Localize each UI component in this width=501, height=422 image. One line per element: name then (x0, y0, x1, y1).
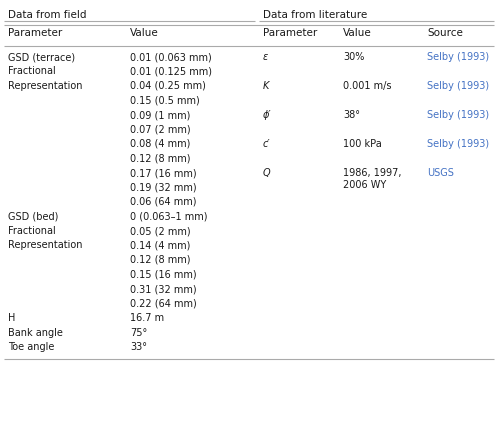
Text: 0.06 (64 mm): 0.06 (64 mm) (130, 197, 196, 207)
Text: Selby (1993): Selby (1993) (426, 110, 488, 120)
Text: 0.09 (1 mm): 0.09 (1 mm) (130, 110, 190, 120)
Text: Selby (1993): Selby (1993) (426, 139, 488, 149)
Text: H: H (8, 313, 16, 323)
Text: 0.08 (4 mm): 0.08 (4 mm) (130, 139, 190, 149)
Text: Parameter: Parameter (8, 28, 62, 38)
Text: Representation: Representation (8, 81, 82, 91)
Text: 0.001 m/s: 0.001 m/s (342, 81, 391, 91)
Text: 0.19 (32 mm): 0.19 (32 mm) (130, 182, 196, 192)
Text: 0.31 (32 mm): 0.31 (32 mm) (130, 284, 196, 294)
Text: Data from literature: Data from literature (263, 10, 367, 20)
Text: ϕ′: ϕ′ (263, 110, 271, 120)
Text: 33°: 33° (130, 342, 147, 352)
Text: 0.01 (0.063 mm): 0.01 (0.063 mm) (130, 52, 211, 62)
Text: Toe angle: Toe angle (8, 342, 54, 352)
Text: Source: Source (426, 28, 462, 38)
Text: 38°: 38° (342, 110, 359, 120)
Text: 0.12 (8 mm): 0.12 (8 mm) (130, 255, 190, 265)
Text: 0.12 (8 mm): 0.12 (8 mm) (130, 154, 190, 163)
Text: USGS: USGS (426, 168, 453, 178)
Text: 0.15 (0.5 mm): 0.15 (0.5 mm) (130, 95, 199, 106)
Text: Value: Value (130, 28, 158, 38)
Text: Selby (1993): Selby (1993) (426, 52, 488, 62)
Text: Value: Value (342, 28, 371, 38)
Text: Q: Q (263, 168, 270, 178)
Text: ε: ε (263, 52, 268, 62)
Text: c′: c′ (263, 139, 270, 149)
Text: GSD (bed): GSD (bed) (8, 211, 58, 222)
Text: 0.17 (16 mm): 0.17 (16 mm) (130, 168, 196, 178)
Text: Parameter: Parameter (263, 28, 317, 38)
Text: 0.07 (2 mm): 0.07 (2 mm) (130, 124, 190, 135)
Text: 0.05 (2 mm): 0.05 (2 mm) (130, 226, 190, 236)
Text: GSD (terrace): GSD (terrace) (8, 52, 75, 62)
Text: Data from field: Data from field (8, 10, 86, 20)
Text: 30%: 30% (342, 52, 364, 62)
Text: 0.01 (0.125 mm): 0.01 (0.125 mm) (130, 67, 211, 76)
Text: Selby (1993): Selby (1993) (426, 81, 488, 91)
Text: Bank angle: Bank angle (8, 327, 63, 338)
Text: 1986, 1997,
2006 WY: 1986, 1997, 2006 WY (342, 168, 401, 189)
Text: 0.04 (0.25 mm): 0.04 (0.25 mm) (130, 81, 205, 91)
Text: 100 kPa: 100 kPa (342, 139, 381, 149)
Text: Fractional: Fractional (8, 226, 56, 236)
Text: 0.15 (16 mm): 0.15 (16 mm) (130, 270, 196, 279)
Text: 0.22 (64 mm): 0.22 (64 mm) (130, 298, 196, 308)
Text: K: K (263, 81, 269, 91)
Text: 0.14 (4 mm): 0.14 (4 mm) (130, 241, 190, 251)
Text: Fractional: Fractional (8, 67, 56, 76)
Text: 75°: 75° (130, 327, 147, 338)
Text: Representation: Representation (8, 241, 82, 251)
Text: 16.7 m: 16.7 m (130, 313, 164, 323)
Text: 0 (0.063–1 mm): 0 (0.063–1 mm) (130, 211, 207, 222)
